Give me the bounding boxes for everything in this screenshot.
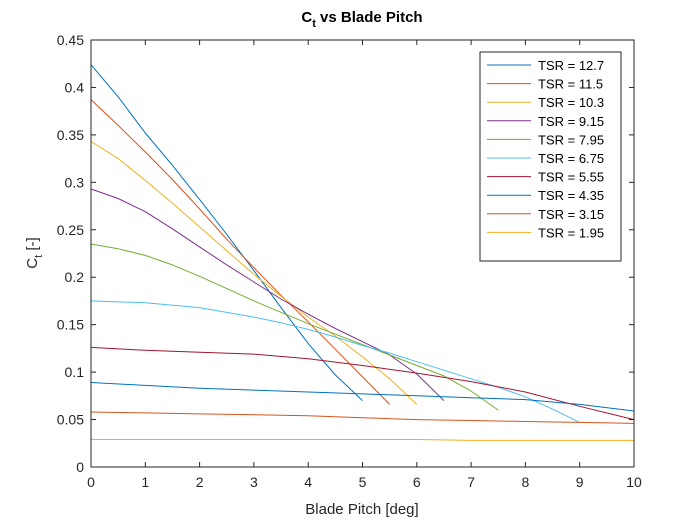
x-tick-label: 9 <box>576 474 584 490</box>
legend-box <box>479 51 622 262</box>
legend-entry: TSR = 9.15 <box>538 114 604 129</box>
chart-title: Ct vs Blade Pitch <box>301 9 422 30</box>
legend-entry: TSR = 6.75 <box>538 151 604 166</box>
x-tick-label: 2 <box>196 474 204 490</box>
legend-entry: TSR = 10.3 <box>538 95 604 110</box>
y-axis-label-main: C <box>24 258 41 269</box>
x-tick-label: 8 <box>522 474 530 490</box>
x-tick-label: 1 <box>141 474 149 490</box>
y-tick-label: 0.15 <box>57 317 84 333</box>
legend: TSR = 12.7 TSR = 11.5 TSR = 10.3 TSR = 9.15… <box>479 51 622 262</box>
x-tick-label: 3 <box>250 474 258 490</box>
series-line-8 <box>90 382 635 412</box>
x-tick-label: 6 <box>413 474 421 490</box>
legend-entry: TSR = 7.95 <box>538 132 604 147</box>
chart-title-rest: vs Blade Pitch <box>316 9 423 26</box>
y-tick-label: 0.3 <box>65 174 85 190</box>
y-tick-label: 0.2 <box>65 269 85 285</box>
chart-title-subscript: t <box>312 18 316 30</box>
legend-entry: TSR = 11.5 <box>538 77 603 92</box>
x-tick-label: 7 <box>467 474 475 490</box>
x-tick-label: 5 <box>359 474 367 490</box>
y-tick-label: 0 <box>76 459 84 475</box>
chart-title-main: C <box>301 9 312 26</box>
y-tick-label: 0.4 <box>65 79 85 95</box>
ticks-group: 0 1 2 3 4 5 6 7 8 9 10 0 0.05 0.1 0.15 0.2 0.25 0.3 0.35 0.… <box>57 32 642 490</box>
legend-entry: TSR = 4.35 <box>538 188 604 203</box>
x-axis-label: Blade Pitch [deg] <box>305 501 418 518</box>
y-axis-label-rest: [-] <box>24 237 41 255</box>
series-line-6 <box>90 300 580 423</box>
y-tick-label: 0.25 <box>57 222 84 238</box>
axes-box <box>90 39 635 468</box>
series-line-10 <box>91 439 634 441</box>
series-line-7 <box>90 346 635 421</box>
y-tick-label: 0.05 <box>57 412 84 428</box>
series-line-9 <box>90 411 635 424</box>
series-line-2 <box>90 99 391 405</box>
series-line-5 <box>90 243 499 411</box>
legend-entry: TSR = 12.7 <box>538 58 604 73</box>
x-tick-label: 0 <box>87 474 95 490</box>
legend-entry: TSR = 5.55 <box>538 170 604 185</box>
x-tick-label: 10 <box>626 474 642 490</box>
y-axis-label: Ct [-] <box>24 237 45 268</box>
legend-entry: TSR = 1.95 <box>538 225 604 240</box>
series-group <box>90 64 635 441</box>
series-line-1 <box>90 64 363 401</box>
x-tick-label: 4 <box>304 474 312 490</box>
legend-entry: TSR = 3.15 <box>538 207 604 222</box>
series-line-3 <box>90 141 418 405</box>
y-tick-label: 0.35 <box>57 127 84 143</box>
y-tick-label: 0.45 <box>57 32 84 48</box>
y-tick-label: 0.1 <box>65 364 85 380</box>
y-axis-label-subscript: t <box>33 255 45 258</box>
